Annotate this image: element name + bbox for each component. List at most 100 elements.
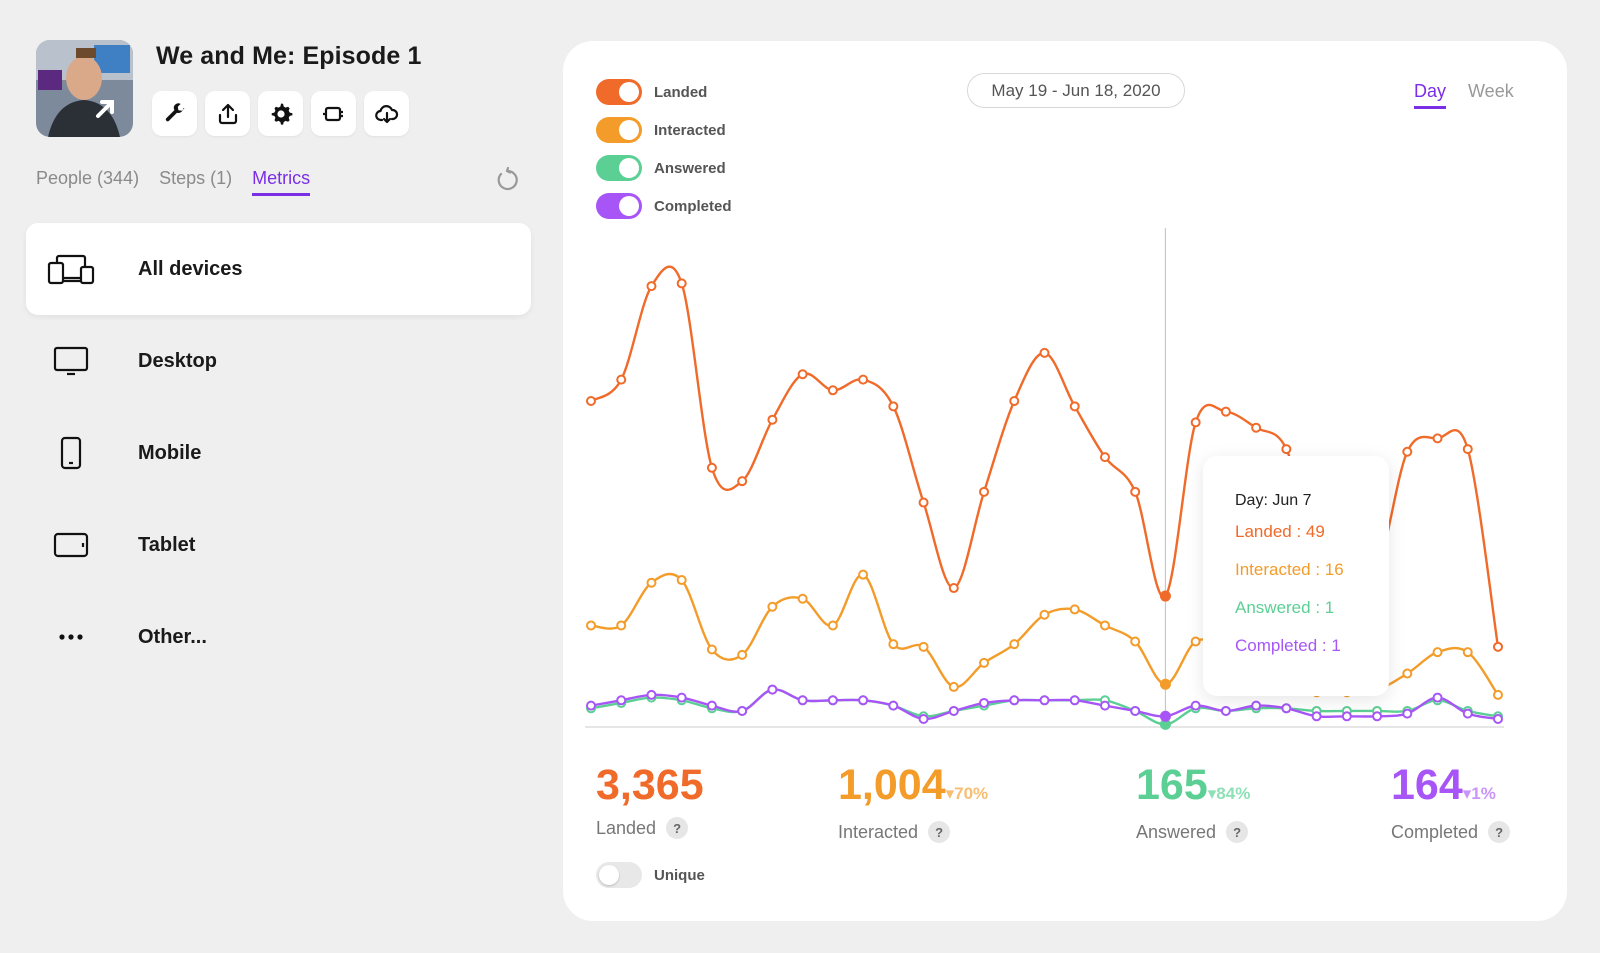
data-point-completed[interactable] xyxy=(1281,703,1292,714)
device-mobile[interactable]: Mobile xyxy=(26,407,531,499)
data-point-interacted[interactable] xyxy=(888,639,899,650)
data-point-interacted[interactable] xyxy=(797,593,808,604)
device-desktop[interactable]: Desktop xyxy=(26,315,531,407)
data-point-landed[interactable] xyxy=(586,395,596,406)
data-point-interacted[interactable] xyxy=(1130,636,1141,647)
period-day[interactable]: Day xyxy=(1414,81,1447,109)
data-point-completed[interactable] xyxy=(1130,705,1141,716)
data-point-interacted[interactable] xyxy=(767,601,778,612)
data-point-interacted[interactable] xyxy=(1159,678,1171,690)
data-point-completed[interactable] xyxy=(1493,713,1503,724)
tab-people[interactable]: People (344) xyxy=(36,168,140,188)
data-point-completed[interactable] xyxy=(1159,710,1171,722)
data-point-landed[interactable] xyxy=(1402,446,1413,457)
data-point-interacted[interactable] xyxy=(586,620,596,631)
data-point-completed[interactable] xyxy=(797,695,808,706)
data-point-interacted[interactable] xyxy=(646,577,657,588)
help-icon[interactable]: ? xyxy=(1226,821,1249,843)
data-point-completed[interactable] xyxy=(1462,708,1473,719)
data-point-interacted[interactable] xyxy=(979,657,990,668)
data-point-completed[interactable] xyxy=(767,684,778,695)
data-point-landed[interactable] xyxy=(676,278,687,289)
data-point-landed[interactable] xyxy=(948,583,959,594)
date-range-picker[interactable]: May 19 - Jun 18, 2020 xyxy=(967,73,1185,108)
wrench-button[interactable] xyxy=(152,91,197,136)
help-icon[interactable]: ? xyxy=(666,817,689,839)
data-point-completed[interactable] xyxy=(1190,700,1201,711)
data-point-completed[interactable] xyxy=(646,689,657,700)
data-point-landed[interactable] xyxy=(1220,406,1231,417)
data-point-interacted[interactable] xyxy=(737,649,748,660)
unique-toggle[interactable] xyxy=(596,862,642,888)
data-point-completed[interactable] xyxy=(1009,695,1020,706)
device-all[interactable]: All devices xyxy=(26,223,531,315)
data-point-landed[interactable] xyxy=(1281,444,1292,455)
data-point-landed[interactable] xyxy=(1069,401,1080,412)
data-point-completed[interactable] xyxy=(979,697,990,708)
data-point-landed[interactable] xyxy=(979,486,990,497)
answered-toggle[interactable] xyxy=(596,155,642,181)
data-point-completed[interactable] xyxy=(858,695,869,706)
data-point-completed[interactable] xyxy=(918,713,929,724)
data-point-landed[interactable] xyxy=(706,462,717,473)
data-point-completed[interactable] xyxy=(1341,711,1352,722)
data-point-completed[interactable] xyxy=(1069,695,1080,706)
data-point-interacted[interactable] xyxy=(1190,636,1201,647)
data-point-completed[interactable] xyxy=(1311,711,1322,722)
data-point-landed[interactable] xyxy=(1462,444,1473,455)
data-point-landed[interactable] xyxy=(1251,422,1262,433)
data-point-completed[interactable] xyxy=(737,705,748,716)
cloud-download-button[interactable] xyxy=(364,91,409,136)
tab-steps[interactable]: Steps (1) xyxy=(159,168,233,188)
completed-toggle[interactable] xyxy=(596,193,642,219)
data-point-landed[interactable] xyxy=(646,281,657,292)
data-point-interacted[interactable] xyxy=(1099,620,1110,631)
data-point-interacted[interactable] xyxy=(858,569,869,580)
data-point-landed[interactable] xyxy=(1159,590,1171,602)
data-point-landed[interactable] xyxy=(1130,486,1141,497)
share-button[interactable] xyxy=(205,91,250,136)
data-point-completed[interactable] xyxy=(1220,705,1231,716)
data-point-completed[interactable] xyxy=(948,705,959,716)
data-point-interacted[interactable] xyxy=(706,644,717,655)
data-point-landed[interactable] xyxy=(1493,641,1503,652)
data-point-interacted[interactable] xyxy=(827,620,838,631)
data-point-landed[interactable] xyxy=(1099,452,1110,463)
landed-toggle[interactable] xyxy=(596,79,642,105)
data-point-interacted[interactable] xyxy=(1039,609,1050,620)
data-point-landed[interactable] xyxy=(616,374,627,385)
data-point-completed[interactable] xyxy=(1372,711,1383,722)
data-point-interacted[interactable] xyxy=(1009,639,1020,650)
data-point-interacted[interactable] xyxy=(1069,604,1080,615)
settings-button[interactable] xyxy=(258,91,303,136)
interacted-toggle[interactable] xyxy=(596,117,642,143)
help-icon[interactable]: ? xyxy=(1488,821,1511,843)
data-point-interacted[interactable] xyxy=(918,641,929,652)
episode-thumbnail[interactable] xyxy=(36,40,133,137)
period-week[interactable]: Week xyxy=(1468,81,1514,101)
data-point-interacted[interactable] xyxy=(948,681,959,692)
data-point-landed[interactable] xyxy=(737,476,748,487)
plugin-button[interactable] xyxy=(311,91,356,136)
data-point-interacted[interactable] xyxy=(1402,668,1413,679)
data-point-interacted[interactable] xyxy=(1432,647,1443,658)
data-point-completed[interactable] xyxy=(827,695,838,706)
data-point-landed[interactable] xyxy=(797,369,808,380)
data-point-landed[interactable] xyxy=(1039,347,1050,358)
data-point-completed[interactable] xyxy=(616,695,627,706)
data-point-interacted[interactable] xyxy=(616,620,627,631)
help-icon[interactable]: ? xyxy=(928,821,951,843)
data-point-completed[interactable] xyxy=(1039,695,1050,706)
data-point-landed[interactable] xyxy=(1009,395,1020,406)
device-tablet[interactable]: Tablet xyxy=(26,499,531,591)
data-point-landed[interactable] xyxy=(767,414,778,425)
data-point-landed[interactable] xyxy=(1190,417,1201,428)
data-point-interacted[interactable] xyxy=(1462,647,1473,658)
data-point-completed[interactable] xyxy=(1251,700,1262,711)
data-point-completed[interactable] xyxy=(706,700,717,711)
data-point-completed[interactable] xyxy=(1099,700,1110,711)
data-point-landed[interactable] xyxy=(858,374,869,385)
data-point-landed[interactable] xyxy=(827,385,838,396)
data-point-completed[interactable] xyxy=(676,692,687,703)
data-point-landed[interactable] xyxy=(1432,433,1443,444)
